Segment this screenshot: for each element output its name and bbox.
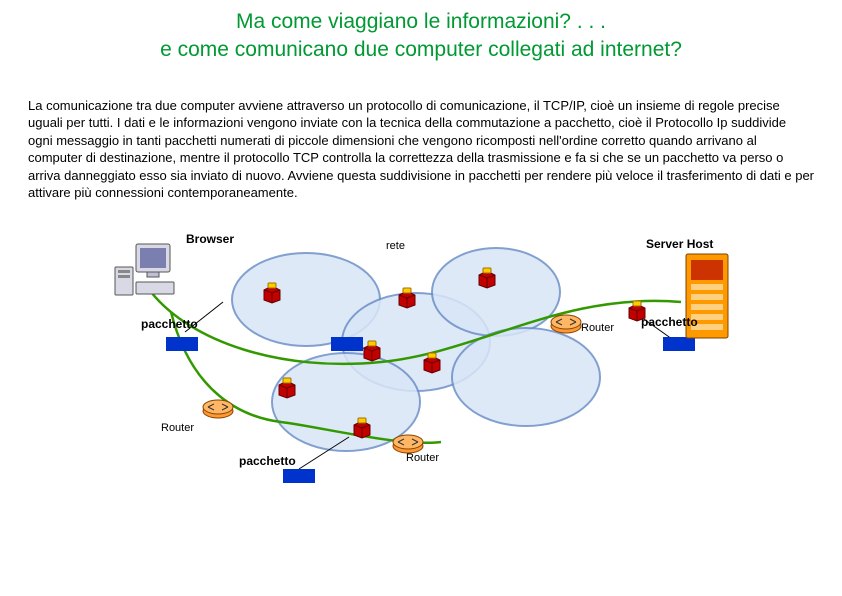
label-pacchetto: pacchetto <box>239 454 296 468</box>
page-title: Ma come viaggiano le informazioni? . . .… <box>0 0 842 69</box>
packet-icon <box>361 340 383 362</box>
client-pc-icon <box>111 242 181 302</box>
packet-marker-box <box>166 337 198 351</box>
router-icon <box>549 312 583 336</box>
body-paragraph: La comunicazione tra due computer avvien… <box>0 69 842 212</box>
packet-icon <box>261 282 283 304</box>
network-diagram: Browser rete Server Host pacchetto pacchetto… <box>81 222 761 502</box>
label-server-host: Server Host <box>646 237 713 251</box>
label-pacchetto: pacchetto <box>141 317 198 331</box>
title-line2: e come comunicano due computer collegati… <box>160 38 682 61</box>
packet-marker-box <box>331 337 363 351</box>
label-router: Router <box>161 422 194 434</box>
label-pacchetto: pacchetto <box>641 315 698 329</box>
packet-marker-box <box>283 469 315 483</box>
packet-icon <box>421 352 443 374</box>
label-router: Router <box>406 452 439 464</box>
label-router: Router <box>581 322 614 334</box>
label-browser: Browser <box>186 232 234 246</box>
packet-icon <box>276 377 298 399</box>
title-line1: Ma come viaggiano le informazioni? . . . <box>236 10 606 33</box>
packet-icon <box>396 287 418 309</box>
router-icon <box>201 397 235 421</box>
label-rete: rete <box>386 240 405 252</box>
packet-icon <box>476 267 498 289</box>
packet-icon <box>351 417 373 439</box>
